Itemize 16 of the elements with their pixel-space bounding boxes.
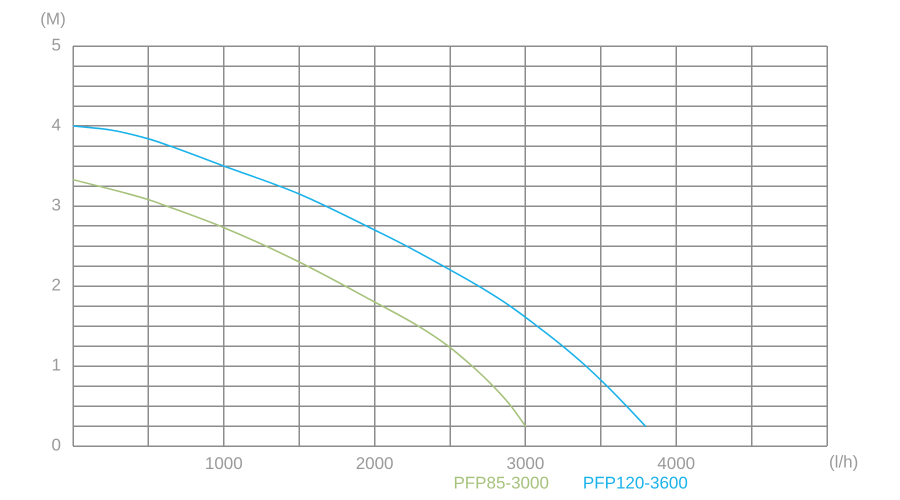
x-tick-label: 1000 bbox=[204, 454, 243, 473]
line-series bbox=[73, 178, 526, 427]
x-tick-label: 3000 bbox=[506, 454, 544, 473]
x-axis-title: (l/h) bbox=[829, 452, 858, 472]
x-tick-label: 2000 bbox=[356, 454, 394, 473]
text: PFP120-3600 bbox=[582, 474, 688, 493]
y-tick-label: 2 bbox=[52, 276, 61, 295]
text: PFP85-3000 bbox=[453, 474, 549, 493]
y-tick-label: 0 bbox=[52, 436, 61, 455]
y-tick-label: 5 bbox=[52, 36, 61, 55]
line-series bbox=[73, 125, 646, 427]
y-tick-label: 4 bbox=[52, 116, 61, 135]
x-tick-label: 4000 bbox=[657, 454, 696, 473]
y-axis-title: (M) bbox=[40, 10, 66, 29]
y-tick-label: 3 bbox=[52, 196, 61, 215]
y-tick-label: 1 bbox=[52, 356, 61, 375]
